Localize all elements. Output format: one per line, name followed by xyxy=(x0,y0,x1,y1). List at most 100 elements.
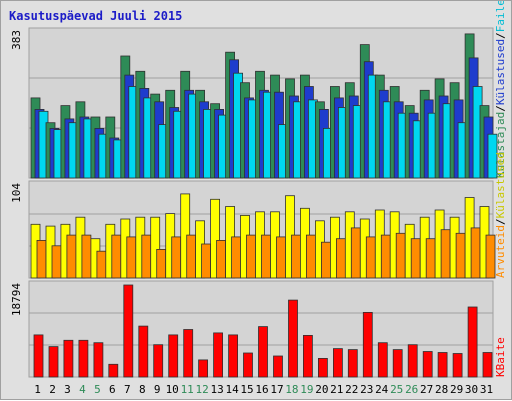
day-label-4: 4 xyxy=(79,383,86,396)
bar-bottom-kbaite-day-7 xyxy=(123,284,134,378)
panel-top: 383 xyxy=(10,27,498,179)
day-label-28: 28 xyxy=(435,383,448,396)
day-label-27: 27 xyxy=(420,383,433,396)
bar-middle-k-lastused-day-13 xyxy=(210,198,221,279)
day-label-23: 23 xyxy=(360,383,373,396)
bar-middle-arvuteid-day-9 xyxy=(156,248,167,279)
bar-bottom-kbaite-day-1 xyxy=(33,334,44,378)
ymax-label-bottom: 18794 xyxy=(10,283,23,316)
day-label-9: 9 xyxy=(154,383,161,396)
bar-middle-arvuteid-day-20 xyxy=(320,241,331,279)
bar-bottom-kbaite-day-19 xyxy=(302,334,313,378)
side-label-part: Külastajad xyxy=(494,112,507,178)
bar-middle-arvuteid-day-8 xyxy=(141,234,152,279)
bar-bottom-kbaite-day-20 xyxy=(317,357,328,378)
bar-bottom-kbaite-day-16 xyxy=(258,326,268,378)
bar-middle-arvuteid-day-13 xyxy=(216,239,227,279)
day-label-10: 10 xyxy=(166,383,179,396)
panel-middle: 104 xyxy=(10,180,496,279)
bar-bottom-kbaite-day-21 xyxy=(332,348,343,378)
bar-middle-arvuteid-day-19 xyxy=(305,234,316,279)
day-label-26: 26 xyxy=(405,383,418,396)
ymax-label-middle: 104 xyxy=(10,183,23,203)
side-label-part: Külastused xyxy=(494,152,507,218)
bar-middle-arvuteid-day-29 xyxy=(455,232,466,279)
day-label-12: 12 xyxy=(195,383,208,396)
bar-middle-arvuteid-day-31 xyxy=(485,234,496,279)
day-label-31: 31 xyxy=(480,383,493,396)
day-label-30: 30 xyxy=(465,383,478,396)
bar-middle-arvuteid-day-16 xyxy=(261,234,271,279)
day-label-11: 11 xyxy=(181,383,194,396)
bar-middle-arvuteid-day-17 xyxy=(276,236,286,279)
bar-middle-arvuteid-day-1 xyxy=(36,239,47,279)
bar-bottom-kbaite-day-28 xyxy=(437,352,448,378)
bar-middle-arvuteid-day-28 xyxy=(440,229,451,279)
bar-middle-arvuteid-day-3 xyxy=(66,234,77,279)
bar-bottom-kbaite-day-5 xyxy=(93,342,104,378)
chart-title: Kasutuspäevad Juuli 2015 xyxy=(9,9,182,23)
bar-bottom-kbaite-day-11 xyxy=(183,329,194,378)
bar-bottom-kbaite-day-14 xyxy=(228,334,239,378)
side-label-part: Külastused xyxy=(494,39,507,105)
bar-middle-arvuteid-day-15 xyxy=(246,234,256,279)
day-label-2: 2 xyxy=(49,383,56,396)
bar-bottom-kbaite-day-17 xyxy=(273,355,283,378)
day-label-16: 16 xyxy=(255,383,268,396)
day-label-14: 14 xyxy=(225,383,239,396)
bar-middle-k-lastused-day-9 xyxy=(150,216,161,279)
bar-bottom-kbaite-day-24 xyxy=(377,342,388,378)
bar-middle-arvuteid-day-11 xyxy=(186,234,197,279)
day-label-19: 19 xyxy=(300,383,313,396)
side-label-bottom: KBaite xyxy=(494,337,507,377)
bar-middle-arvuteid-day-23 xyxy=(365,236,376,279)
day-label-20: 20 xyxy=(315,383,328,396)
side-label-part: Faile xyxy=(494,1,507,32)
side-label-part: / xyxy=(494,218,507,225)
day-label-3: 3 xyxy=(64,383,71,396)
day-label-7: 7 xyxy=(124,383,131,396)
bar-middle-arvuteid-day-14 xyxy=(231,236,242,279)
bar-middle-arvuteid-day-27 xyxy=(425,238,436,279)
side-label-top: Külastajad/Külastused/Faile/Pöördumisi xyxy=(494,1,507,178)
bar-bottom-kbaite-day-9 xyxy=(153,344,164,378)
bar-middle-arvuteid-day-18 xyxy=(291,234,301,279)
day-label-25: 25 xyxy=(390,383,403,396)
bar-bottom-kbaite-day-13 xyxy=(213,332,224,378)
bar-bottom-kbaite-day-25 xyxy=(392,349,403,378)
side-label-part: KBaite xyxy=(494,337,507,377)
bar-bottom-kbaite-day-23 xyxy=(362,311,373,378)
chart-panels: 383 104 18794 xyxy=(10,27,498,378)
side-legends: Külastajad/Külastused/Faile/PöördumisiAr… xyxy=(494,1,507,377)
bar-middle-arvuteid-day-7 xyxy=(126,236,137,279)
bar-bottom-kbaite-day-15 xyxy=(243,352,253,378)
ymax-label-top: 383 xyxy=(10,30,23,50)
bar-bottom-kbaite-day-30 xyxy=(467,306,478,378)
bar-bottom-kbaite-day-18 xyxy=(288,299,298,378)
bar-bottom-kbaite-day-22 xyxy=(347,349,358,378)
bar-bottom-kbaite-day-2 xyxy=(48,346,59,378)
bar-bottom-kbaite-day-6 xyxy=(108,363,119,378)
bar-middle-arvuteid-day-4 xyxy=(81,234,92,279)
bar-bottom-kbaite-day-31 xyxy=(482,352,493,378)
bar-middle-arvuteid-day-2 xyxy=(51,245,62,279)
day-label-29: 29 xyxy=(450,383,463,396)
bar-bottom-kbaite-day-3 xyxy=(63,339,74,378)
day-label-17: 17 xyxy=(270,383,283,396)
day-label-21: 21 xyxy=(330,383,343,396)
day-label-15: 15 xyxy=(240,383,253,396)
day-label-22: 22 xyxy=(345,383,358,396)
bar-middle-arvuteid-day-6 xyxy=(111,234,122,279)
bar-middle-arvuteid-day-21 xyxy=(335,238,346,279)
day-label-18: 18 xyxy=(285,383,298,396)
day-label-5: 5 xyxy=(94,383,101,396)
day-label-13: 13 xyxy=(210,383,223,396)
bar-middle-arvuteid-day-26 xyxy=(410,238,421,279)
bar-middle-arvuteid-day-24 xyxy=(380,234,391,279)
bar-middle-arvuteid-day-5 xyxy=(96,250,107,279)
bar-middle-arvuteid-day-30 xyxy=(470,227,481,279)
day-label-24: 24 xyxy=(375,383,389,396)
bar-middle-arvuteid-day-22 xyxy=(350,227,361,279)
